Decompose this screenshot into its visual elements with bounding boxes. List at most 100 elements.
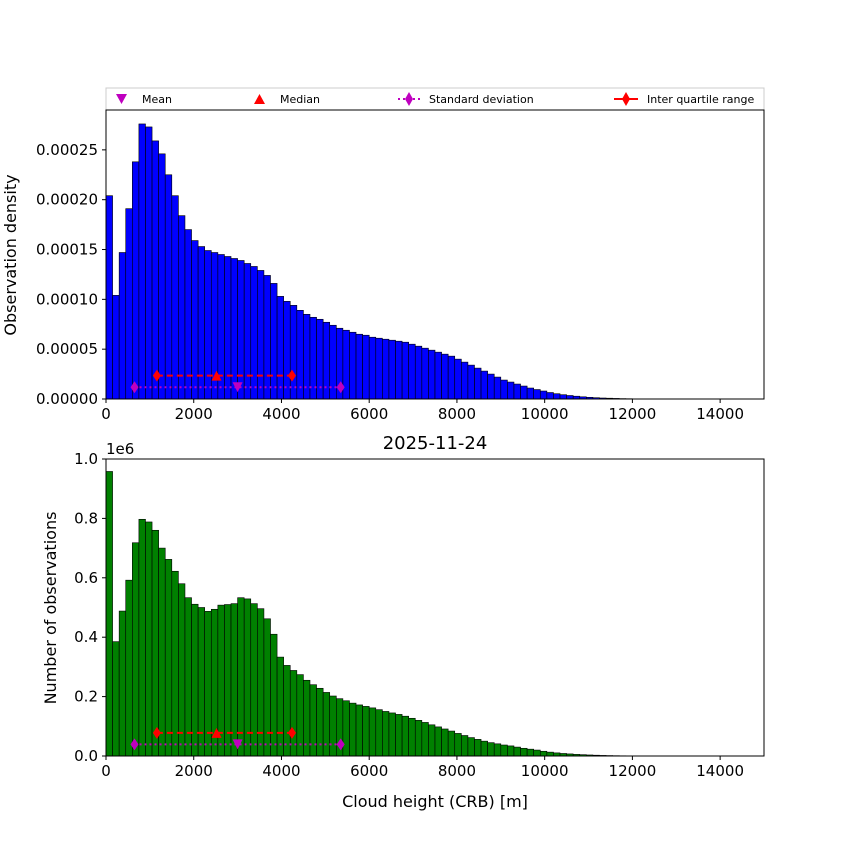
legend-entry-std: Standard deviation: [398, 92, 534, 106]
x-tick-label: 8000: [438, 762, 476, 780]
count-histogram-panel: 2025-11-24 1e6 0 2000 4000 6000 8000 10000 120…: [41, 433, 765, 811]
histogram-bar: [513, 746, 521, 757]
histogram-bar: [158, 547, 166, 757]
histogram-bar: [382, 711, 390, 757]
histogram-bar: [289, 670, 298, 757]
histogram-bar: [164, 174, 173, 400]
density-histogram-panel: 0 2000 4000 6000 8000 10000 12000 14000 0.00000…: [1, 109, 765, 423]
histogram-bar: [493, 743, 502, 757]
histogram-bar: [461, 361, 469, 400]
histogram-bar: [171, 195, 179, 400]
legend-mean-label: Mean: [142, 93, 172, 106]
histogram-bar: [178, 215, 186, 400]
histogram-bar: [382, 338, 390, 400]
histogram-bar: [526, 387, 534, 400]
x-tick-label: 6000: [350, 405, 388, 423]
y-tick-label: 0.00015: [36, 241, 98, 259]
histogram-bar: [487, 742, 495, 757]
x-tick-label: 0: [101, 405, 111, 423]
histogram-bar: [145, 521, 153, 757]
histogram-bar: [224, 256, 232, 400]
density-x-axis: 0 2000 4000 6000 8000 10000 12000 14000: [101, 399, 744, 423]
histogram-bar: [454, 733, 462, 757]
legend-median-label: Median: [280, 93, 320, 106]
histogram-bar: [257, 270, 265, 400]
histogram-bar: [507, 381, 515, 400]
y-tick-label: 1.0: [74, 450, 98, 468]
histogram-bar: [546, 392, 554, 400]
histogram-bar: [138, 518, 146, 757]
histogram-bar: [342, 329, 350, 400]
histogram-bar: [204, 611, 212, 757]
histogram-bar: [368, 707, 377, 757]
histogram-bar: [447, 730, 456, 757]
histogram-bar: [507, 745, 515, 757]
y-tick-label: 0.00010: [36, 290, 98, 308]
histogram-bar: [533, 749, 541, 757]
y-tick-label: 0.00020: [36, 191, 98, 209]
histogram-bar: [316, 687, 324, 757]
y-tick-label: 0.8: [74, 509, 98, 527]
density-plot-frame: [105, 109, 765, 400]
iqr-marker: [152, 726, 161, 739]
x-tick-label: 8000: [438, 405, 476, 423]
count-y-axis: 0.0 0.2 0.4 0.6 0.8 1.0: [74, 450, 106, 765]
histogram-bar: [112, 641, 120, 757]
histogram-bar: [388, 712, 396, 757]
histogram-bar: [513, 383, 521, 400]
x-tick-label: 0: [101, 762, 111, 780]
std-range-marker: [336, 381, 345, 394]
legend-entry-median: Median: [254, 93, 320, 106]
histogram-bar: [164, 559, 173, 757]
histogram-bar: [118, 252, 127, 400]
histogram-bar: [270, 633, 278, 757]
histogram-bar: [138, 123, 146, 400]
histogram-bar: [151, 140, 159, 400]
x-tick-label: 14000: [696, 762, 744, 780]
histogram-bar: [125, 208, 133, 400]
histogram-bar: [401, 341, 409, 400]
histogram-bar: [237, 260, 245, 400]
histogram-bar: [408, 343, 416, 400]
count-x-axis-label: Cloud height (CRB) [m]: [342, 792, 528, 811]
histogram-bar: [171, 570, 179, 757]
histogram-bar: [303, 313, 311, 400]
x-tick-label: 4000: [262, 405, 300, 423]
histogram-bar: [395, 714, 403, 757]
histogram-bar: [441, 353, 449, 400]
histogram-bar: [539, 750, 548, 757]
histogram-bar: [204, 250, 212, 400]
histogram-bar: [355, 704, 363, 757]
histogram-bar: [151, 529, 159, 757]
histogram-bar: [375, 337, 383, 400]
histogram-bar: [401, 715, 409, 757]
density-summary-markers: [130, 369, 345, 394]
histogram-bar: [553, 393, 561, 400]
histogram-bar: [428, 724, 436, 757]
iqr-marker: [287, 369, 296, 382]
histogram-bar: [533, 389, 541, 400]
histogram-bar: [441, 728, 449, 757]
x-tick-label: 12000: [609, 405, 657, 423]
histogram-bar: [487, 373, 495, 400]
mean-marker: [232, 382, 243, 393]
histogram-bar: [375, 709, 383, 757]
histogram-bar: [132, 542, 140, 757]
histogram-bar: [539, 390, 548, 400]
histogram-bar: [461, 735, 469, 757]
x-tick-label: 6000: [350, 762, 388, 780]
count-x-axis: 0 2000 4000 6000 8000 10000 12000 14000: [101, 756, 744, 780]
histogram-bar: [105, 195, 113, 400]
x-tick-label: 10000: [521, 762, 569, 780]
histogram-bar: [184, 229, 192, 400]
legend-std-label: Standard deviation: [429, 93, 534, 106]
mean-marker: [232, 739, 243, 750]
histogram-bar: [408, 717, 416, 757]
histogram-bar: [414, 720, 423, 757]
histogram-bar: [414, 345, 423, 400]
y-tick-label: 0.00000: [36, 390, 98, 408]
histogram-bar: [355, 333, 363, 400]
y-tick-label: 0.00005: [36, 340, 98, 358]
histogram-bar: [112, 295, 120, 400]
histogram-bar: [276, 656, 284, 757]
